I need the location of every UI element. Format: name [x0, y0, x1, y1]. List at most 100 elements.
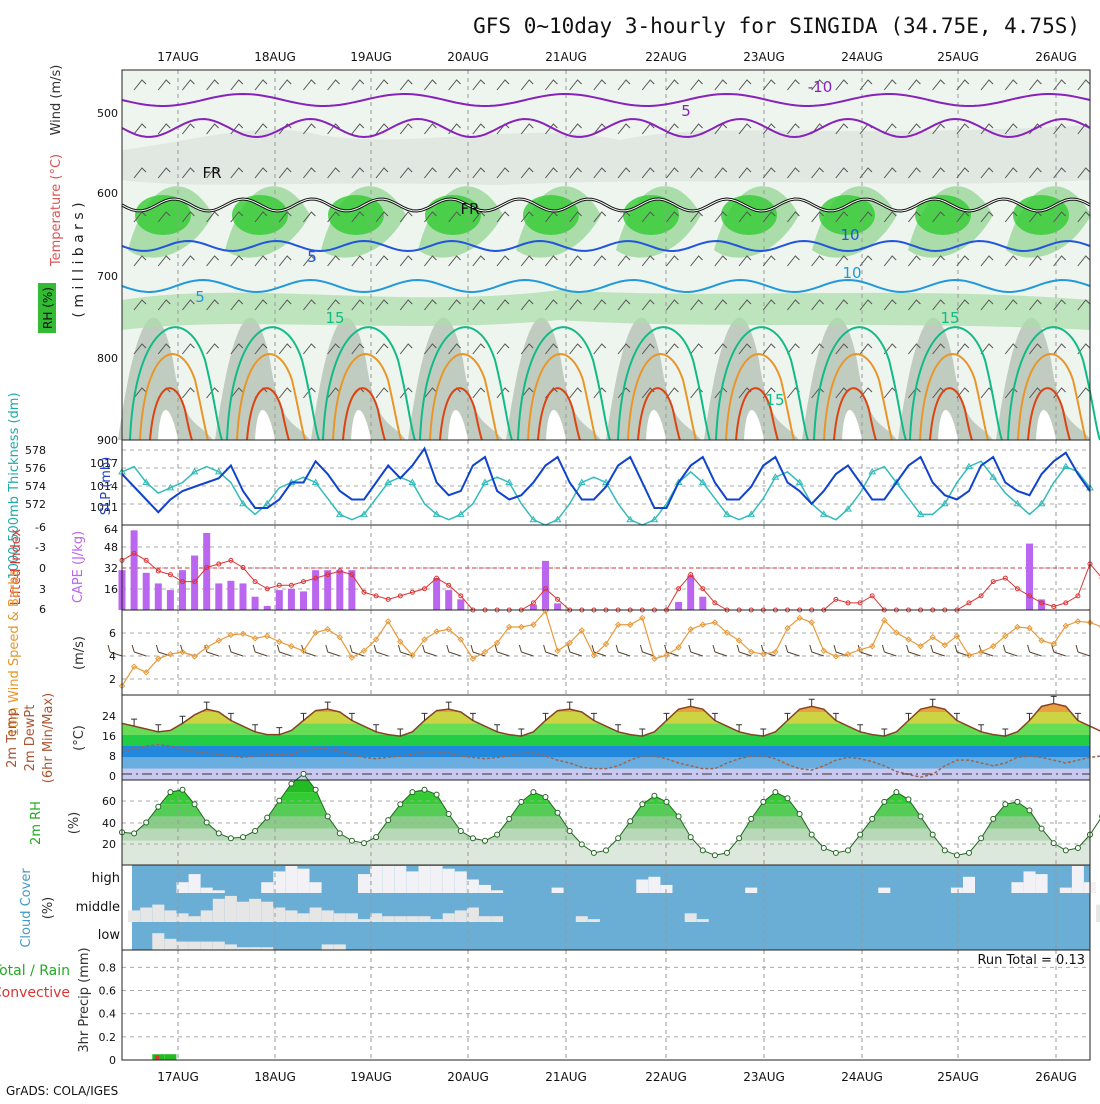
- rh2m-marker: [1027, 808, 1032, 813]
- temp2m-axis-label: 2m Temp: [5, 708, 20, 768]
- date-label-bottom-2: 19AUG: [350, 1070, 392, 1084]
- date-label-top-5: 22AUG: [645, 50, 687, 64]
- li-tick-3: 3: [39, 583, 46, 596]
- rh2m-marker: [906, 797, 911, 802]
- cloud-cell-high: [479, 885, 491, 893]
- minmax-whisker: [1051, 696, 1057, 703]
- temp-tick-2: 8: [109, 750, 116, 763]
- cloud-cell-middle: [588, 919, 600, 922]
- cloud-cell-middle: [1096, 905, 1100, 922]
- wind10m-barb: [1076, 645, 1090, 656]
- precip-total-label: Total / Rain: [0, 963, 70, 979]
- cape-bar: [143, 573, 150, 610]
- wind-tick-0: 6: [109, 627, 116, 640]
- cloud-cell-high: [370, 866, 382, 893]
- date-label-bottom-3: 20AUG: [447, 1070, 489, 1084]
- dewpt2m-axis-label: 2m DewPt: [23, 705, 38, 772]
- contour-label-6: 5: [195, 288, 205, 306]
- cloud-cell-middle: [382, 916, 394, 922]
- rh2m-marker: [967, 850, 972, 855]
- rh2m-marker: [785, 796, 790, 801]
- slp-axis-label: SLP (mb): [99, 457, 114, 516]
- date-label-top-1: 18AUG: [254, 50, 296, 64]
- precip-tick-3: 0.2: [99, 1031, 117, 1044]
- cloud-cell-middle: [455, 910, 467, 922]
- cloud-cell-middle: [249, 899, 261, 922]
- cloud-cell-middle: [128, 910, 140, 922]
- rh2m-marker: [555, 810, 560, 815]
- cape-bar: [215, 583, 222, 610]
- wind10m-barb: [786, 645, 800, 656]
- rh2m-marker: [616, 836, 621, 841]
- cape-tick-1: 48: [104, 541, 118, 554]
- date-label-bottom-9: 26AUG: [1035, 1070, 1077, 1084]
- date-label-bottom-8: 25AUG: [937, 1070, 979, 1084]
- rh2m-marker: [676, 814, 681, 819]
- contour-label-3: FR: [460, 200, 479, 218]
- cloud-cell-high: [951, 888, 963, 893]
- cloud-cell-middle: [213, 899, 225, 922]
- rh2m-marker: [386, 818, 391, 823]
- cloud-cell-middle: [237, 902, 249, 922]
- cloud-level-label-2: low: [98, 928, 121, 943]
- rh2m-marker: [725, 850, 730, 855]
- wind10m-barb: [326, 645, 340, 656]
- cloud-cell-middle: [322, 910, 334, 922]
- rh2m-marker: [1075, 846, 1080, 851]
- cloud-cell-middle: [189, 916, 201, 922]
- rh2m-marker: [821, 846, 826, 851]
- cloud-cell-high: [213, 890, 225, 893]
- minmax-whisker: [325, 702, 331, 709]
- rh2m-marker: [277, 798, 282, 803]
- minmax-whisker: [446, 702, 452, 709]
- contour-label-5: 10: [840, 226, 859, 244]
- cloud-unit-label: (%): [41, 897, 56, 920]
- cape-bar: [276, 590, 283, 610]
- temp-band-4: [122, 723, 1090, 734]
- rh2m-marker: [664, 799, 669, 804]
- cape-bar: [167, 590, 174, 610]
- date-label-bottom-7: 24AUG: [841, 1070, 883, 1084]
- cloud-cell-high: [1024, 871, 1036, 893]
- cloud-cell-high: [358, 874, 370, 893]
- cloud-cell-high: [467, 880, 479, 894]
- rh2m-marker: [1039, 826, 1044, 831]
- date-label-bottom-5: 22AUG: [645, 1070, 687, 1084]
- wind10m-barb: [568, 645, 582, 656]
- cape-bar: [336, 570, 343, 610]
- cloud-cell-high: [285, 866, 297, 893]
- contour-label-1: 5: [681, 102, 691, 120]
- wind10m-series-line: [122, 611, 1100, 686]
- cloud-cell-middle: [394, 916, 406, 922]
- wind10m-barb: [931, 645, 945, 656]
- cape-bar: [687, 575, 694, 610]
- rh-tick-2: 20: [102, 838, 116, 851]
- cloud-cell-middle: [576, 916, 588, 922]
- rh2m-marker: [579, 842, 584, 847]
- cloud-cell-middle: [298, 913, 310, 922]
- temp-band-6: [122, 701, 1090, 712]
- date-label-bottom-0: 17AUG: [157, 1070, 199, 1084]
- rh2m-marker: [797, 812, 802, 817]
- rh2m-marker: [313, 787, 318, 792]
- cape-tick-0: 64: [104, 523, 118, 536]
- thickness-series-line: [122, 461, 1090, 525]
- temp-band-3: [122, 735, 1090, 746]
- precip-panel: 0.80.60.40.20: [99, 950, 1091, 1067]
- cape-bar: [179, 570, 186, 610]
- rh2m-marker: [241, 835, 246, 840]
- cloud-cell-middle: [358, 919, 370, 922]
- cape-bar: [433, 578, 440, 610]
- rh-band-4: [122, 792, 1090, 804]
- rh2m-marker: [144, 820, 149, 825]
- rh2m-marker: [398, 802, 403, 807]
- cloud-cell-high: [201, 888, 213, 893]
- cloud-cell-high: [1072, 866, 1084, 893]
- cape-bar: [227, 581, 234, 610]
- rh2m-marker: [301, 771, 306, 776]
- cloud-cell-high: [310, 882, 322, 893]
- thickness-tick-3: 572: [25, 498, 46, 511]
